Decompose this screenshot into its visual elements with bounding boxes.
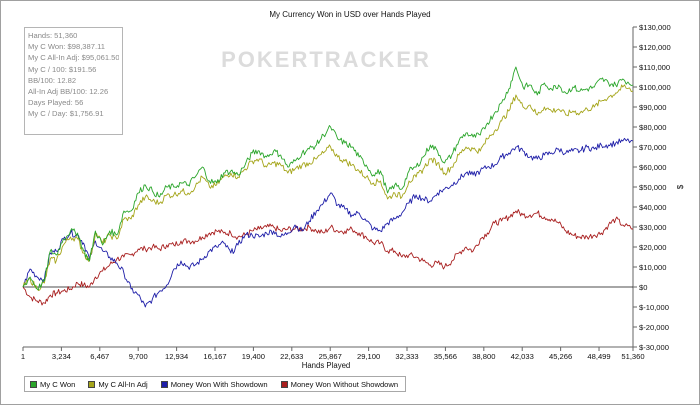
y-tick-label: $110,000: [639, 63, 670, 72]
y-tick-label: $20,000: [639, 243, 666, 252]
stat-per-day: My C / Day: $1,756.91: [28, 109, 104, 119]
legend-swatch: [280, 380, 288, 388]
x-tick-label: 38,800: [472, 352, 495, 361]
y-tick-label: $-10,000: [639, 303, 669, 312]
x-tick-label: 3,234: [52, 352, 71, 361]
x-tick-label: 9,700: [129, 352, 148, 361]
x-tick-label: 32,333: [395, 352, 418, 361]
x-tick-label: 48,499: [587, 352, 610, 361]
y-tick-label: $30,000: [639, 223, 666, 232]
x-tick-label: 51,360: [621, 352, 644, 361]
x-tick-label: 12,934: [165, 352, 188, 361]
stat-per-100: My C / 100: $191.56: [28, 64, 97, 74]
y-tick-label: $90,000: [639, 103, 666, 112]
legend-swatch: [30, 380, 37, 388]
x-axis-label: Hands Played: [302, 361, 351, 370]
stat-bb-100: BB/100: 12.82: [28, 75, 77, 85]
x-tick-label: 22,633: [280, 352, 303, 361]
y-tick-label: $80,000: [639, 123, 666, 132]
y-tick-label: $130,000: [639, 23, 671, 32]
legend-label: My C Won: [40, 379, 76, 389]
y-tick-label: $70,000: [639, 143, 666, 152]
y-tick-label: $120,000: [639, 43, 671, 52]
y-tick-label: $-20,000: [639, 323, 669, 332]
series-line-money-won-without-showdown: [22, 209, 634, 306]
series-line-my-c-won: [22, 66, 634, 291]
stat-adj-bb-100: All-In Adj BB/100: 12.26: [28, 87, 109, 97]
legend-item-won-without-showdown[interactable]: Money Won Without Showdown: [280, 379, 399, 389]
chart-title: My Currency Won in USD over Hands Played: [269, 10, 430, 19]
series-line-my-c-all-in-adj: [22, 84, 634, 291]
legend-item-my-c-won[interactable]: My C Won: [30, 380, 75, 389]
y-tick-label: $0: [639, 283, 647, 292]
y-tick-label: $100,000: [639, 83, 671, 92]
stat-won: My C Won: $98,387.11: [28, 42, 105, 52]
y-tick-label: $50,000: [639, 183, 666, 192]
stat-days-played: Days Played: 56: [28, 98, 84, 108]
y-axis-label: $: [676, 184, 685, 189]
x-tick-label: 25,867: [319, 352, 342, 361]
stat-hands: Hands: 51,360: [28, 31, 78, 40]
x-tick-label: 16,167: [203, 352, 226, 361]
x-tick-label: 19,400: [242, 352, 265, 361]
stat-all-in-adj: My C All-In Adj: $95,061.50: [28, 53, 119, 63]
x-tick-label: 35,566: [434, 352, 457, 361]
legend-label: My C All-In Adj: [98, 379, 148, 389]
legend-swatch: [160, 380, 168, 388]
legend-item-my-c-all-in-adj[interactable]: My C All-In Adj: [88, 379, 148, 389]
chart-legend: My C Won My C All-In Adj Money Won With …: [24, 376, 406, 392]
x-tick-label: 45,266: [549, 352, 572, 361]
series-line-money-won-with-showdown: [22, 137, 634, 308]
y-tick-label: $-30,000: [639, 343, 669, 352]
x-tick-label: 29,100: [357, 352, 380, 361]
watermark-logo: POKERTRACKER: [221, 47, 431, 72]
legend-label: Money Won Without Showdown: [290, 379, 399, 389]
legend-item-won-with-showdown[interactable]: Money Won With Showdown: [160, 379, 268, 389]
x-tick-label: 1: [21, 352, 25, 361]
legend-swatch: [88, 380, 96, 388]
y-tick-label: $40,000: [639, 203, 666, 212]
legend-label: Money Won With Showdown: [170, 379, 268, 389]
y-tick-label: $60,000: [639, 163, 666, 172]
stats-summary-box: Hands: 51,360 My C Won: $98,387.11 My C …: [24, 27, 123, 135]
x-tick-label: 42,033: [511, 352, 534, 361]
x-tick-label: 6,467: [90, 352, 109, 361]
y-tick-label: $10,000: [639, 263, 666, 272]
